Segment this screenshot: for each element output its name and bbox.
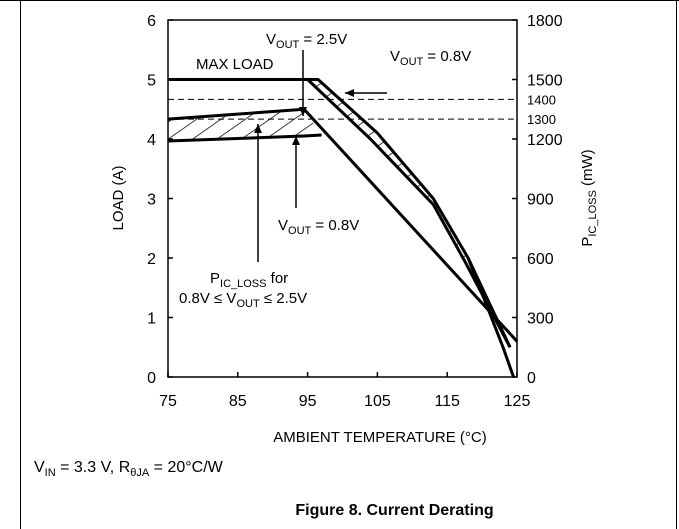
axis-ticks: 75 85 95 105 115 125 0 1 2 3 4 5 6 0 300 600 900 1200 1500… <box>147 13 563 410</box>
y-tick-label: 6 <box>147 13 156 30</box>
x-tick-label: 125 <box>504 393 531 410</box>
y2-tick-label: 900 <box>527 192 554 209</box>
vout-2v5-label: VOUT = 2.5V <box>266 31 347 51</box>
arrow-vout-2v5-head <box>299 107 307 116</box>
y2-axis-label: PIC_LOSS (mW) <box>579 149 599 246</box>
dashed-reference-lines <box>168 98 517 120</box>
frame-right-border <box>676 0 677 529</box>
y-axis-label: LOAD (A) <box>110 165 127 230</box>
x-tick-label: 75 <box>159 393 177 410</box>
y2-tick-label: 0 <box>527 370 536 387</box>
vout-0v8-top-label: VOUT = 0.8V <box>390 48 471 68</box>
y-tick-label: 3 <box>147 192 156 209</box>
r-subscript: θJA <box>130 467 150 480</box>
vin-symbol: V <box>34 459 45 476</box>
r-value: = 20°C/W <box>149 459 223 476</box>
y-tick-label: 2 <box>147 251 156 268</box>
vin-value: = 3.3 V, R <box>55 459 131 476</box>
vout-0v8-mid-label: VOUT = 0.8V <box>278 217 359 237</box>
y2-tick-label: 300 <box>527 311 554 328</box>
load-line-vout-0v8 <box>168 78 512 348</box>
y2-tick-label: 600 <box>527 251 554 268</box>
x-tick-label: 105 <box>364 393 391 410</box>
pic-loss-label-line1: PIC_LOSS for <box>210 270 288 290</box>
pic-loss-line-vout-0v8 <box>167 133 322 143</box>
pic-loss-label-line2: 0.8V ≤ VOUT ≤ 2.5V <box>179 290 307 310</box>
plot-area-border <box>167 19 518 378</box>
y2-label-sub: IC_LOSS <box>587 190 599 236</box>
y2-label-sym: P <box>579 237 596 247</box>
y-tick-label: 4 <box>147 132 156 149</box>
y2-label-rest: (mW) <box>579 149 596 190</box>
frame-left-border <box>20 0 21 529</box>
y2-tick-label: 1800 <box>527 13 563 30</box>
conditions-note: VIN = 3.3 V, RθJA = 20°C/W <box>34 459 223 479</box>
y2-extra-tick-label: 1400 <box>527 92 556 107</box>
x-tick-label: 85 <box>229 393 247 410</box>
vin-subscript: IN <box>44 467 56 480</box>
x-tick-label: 115 <box>434 393 460 410</box>
arrow-vout-0v8-mid-head <box>292 136 300 145</box>
y-tick-label: 1 <box>147 311 156 328</box>
arrow-pic-loss-head <box>254 124 262 133</box>
frame-top-border <box>0 0 679 1</box>
y2-tick-label: 1200 <box>527 132 563 149</box>
y-tick-label: 0 <box>147 370 156 387</box>
y2-extra-tick-label: 1300 <box>527 112 556 127</box>
annotations: MAX LOAD VOUT = 2.5V VOUT = 0.8V VOUT = 0.8… <box>179 31 471 310</box>
load-line-tail <box>466 257 515 378</box>
y2-tick-label: 1500 <box>527 73 563 90</box>
arrow-vout-0v8-top-head <box>345 89 354 97</box>
max-load-label: MAX LOAD <box>196 56 274 73</box>
x-axis-label: AMBIENT TEMPERATURE (°C) <box>273 429 487 446</box>
x-tick-label: 95 <box>299 393 317 410</box>
figure-caption: Figure 8. Current Derating <box>295 502 494 519</box>
y-tick-label: 5 <box>147 73 156 90</box>
